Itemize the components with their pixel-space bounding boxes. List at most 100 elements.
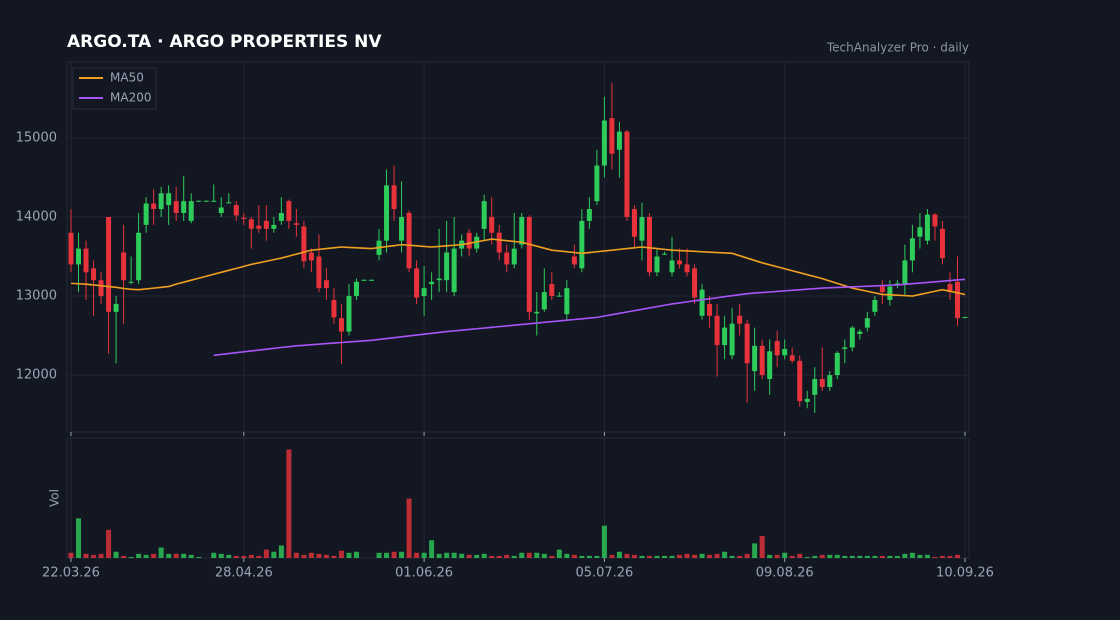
volume-bar bbox=[722, 551, 728, 558]
volume-bar bbox=[631, 554, 637, 558]
candle-body bbox=[331, 299, 337, 318]
candle-body bbox=[323, 280, 329, 289]
volume-bar bbox=[894, 555, 900, 558]
volume-bar bbox=[714, 553, 720, 558]
candle-body bbox=[226, 202, 232, 204]
volume-bar bbox=[466, 554, 472, 558]
candle-body bbox=[744, 323, 750, 364]
candle-body bbox=[256, 225, 262, 229]
volume-bar bbox=[549, 555, 555, 558]
volume-bar bbox=[429, 540, 435, 558]
volume-bar bbox=[323, 554, 329, 558]
volume-bar bbox=[459, 553, 465, 558]
candle-body bbox=[534, 311, 540, 314]
volume-bar bbox=[541, 553, 547, 558]
volume-bar bbox=[827, 554, 833, 558]
candle-body bbox=[106, 216, 112, 312]
volume-bar bbox=[909, 552, 915, 558]
candle-body bbox=[864, 318, 870, 328]
ma-line bbox=[70, 238, 966, 297]
candle-body bbox=[857, 331, 863, 334]
candle-body bbox=[556, 295, 562, 297]
volume-bar bbox=[181, 553, 187, 558]
candle-body bbox=[774, 341, 780, 356]
candle-body bbox=[519, 216, 525, 245]
volume-bar bbox=[834, 554, 840, 558]
candle-body bbox=[669, 260, 675, 273]
candle-body bbox=[98, 280, 104, 297]
volume-bar bbox=[391, 551, 397, 558]
candle-body bbox=[616, 131, 622, 150]
candle-body bbox=[692, 268, 698, 298]
volume-bar bbox=[436, 553, 442, 558]
volume-bar bbox=[609, 554, 615, 558]
candle-body bbox=[511, 248, 517, 265]
volume-bar bbox=[932, 556, 938, 558]
volume-bar bbox=[211, 552, 217, 558]
x-tick-label: 09.08.26 bbox=[756, 566, 814, 581]
volume-bar bbox=[474, 554, 480, 558]
volume-bar bbox=[316, 553, 322, 558]
volume-bar bbox=[271, 551, 277, 558]
volume-bar bbox=[692, 554, 698, 558]
volume-bar bbox=[947, 555, 953, 558]
candle-body bbox=[752, 345, 758, 372]
chart-subtitle: TechAnalyzer Pro · daily bbox=[826, 41, 969, 55]
volume-bar bbox=[654, 555, 660, 558]
candle-body bbox=[188, 201, 194, 221]
candle-body bbox=[211, 200, 217, 202]
candle-body bbox=[661, 253, 667, 255]
volume-bar bbox=[338, 550, 344, 558]
volume-bar bbox=[564, 553, 570, 558]
volume-bar bbox=[639, 555, 645, 558]
volume-bar bbox=[196, 556, 202, 558]
ma-line bbox=[213, 278, 966, 357]
candle-body bbox=[541, 292, 547, 310]
candle-body bbox=[308, 252, 314, 261]
candle-body bbox=[128, 281, 134, 283]
volume-bar bbox=[106, 529, 112, 558]
candle-body bbox=[361, 279, 367, 281]
candle-body bbox=[894, 283, 900, 285]
candle-body bbox=[932, 214, 938, 227]
volume-bar bbox=[121, 555, 127, 558]
x-tick-label: 10.09.26 bbox=[936, 566, 994, 581]
volume-bar bbox=[278, 545, 284, 558]
candle-body bbox=[466, 232, 472, 249]
candle-body bbox=[143, 203, 149, 225]
candle-body bbox=[797, 360, 803, 402]
volume-bar bbox=[917, 554, 923, 558]
volume-bar bbox=[143, 554, 149, 558]
candle-body bbox=[924, 214, 930, 241]
price-panel bbox=[66, 61, 970, 433]
candle-body bbox=[609, 118, 615, 154]
volume-bar bbox=[857, 555, 863, 558]
volume-bar bbox=[924, 554, 930, 558]
volume-bar bbox=[414, 552, 420, 558]
candle-body bbox=[872, 299, 878, 312]
candle-body bbox=[782, 348, 788, 356]
volume-bar bbox=[301, 554, 307, 558]
candle-body bbox=[887, 286, 893, 300]
volume-bar bbox=[661, 555, 667, 558]
volume-bar bbox=[444, 552, 450, 558]
volume-bar bbox=[218, 553, 224, 558]
candle-body bbox=[436, 278, 442, 281]
volume-bar bbox=[586, 555, 592, 558]
legend bbox=[72, 67, 157, 110]
volume-bar bbox=[384, 552, 390, 558]
candle-body bbox=[301, 226, 307, 262]
volume-bar bbox=[594, 555, 600, 558]
volume-bar bbox=[752, 543, 758, 558]
candle-body bbox=[947, 284, 953, 293]
volume-bar bbox=[646, 555, 652, 558]
candle-body bbox=[549, 284, 555, 297]
volume-bar bbox=[789, 555, 795, 558]
volume-bar bbox=[481, 553, 487, 558]
x-tick-label: 05.07.26 bbox=[575, 566, 633, 581]
volume-bar bbox=[534, 552, 540, 558]
volume-bar bbox=[601, 525, 607, 558]
candle-body bbox=[819, 379, 825, 387]
